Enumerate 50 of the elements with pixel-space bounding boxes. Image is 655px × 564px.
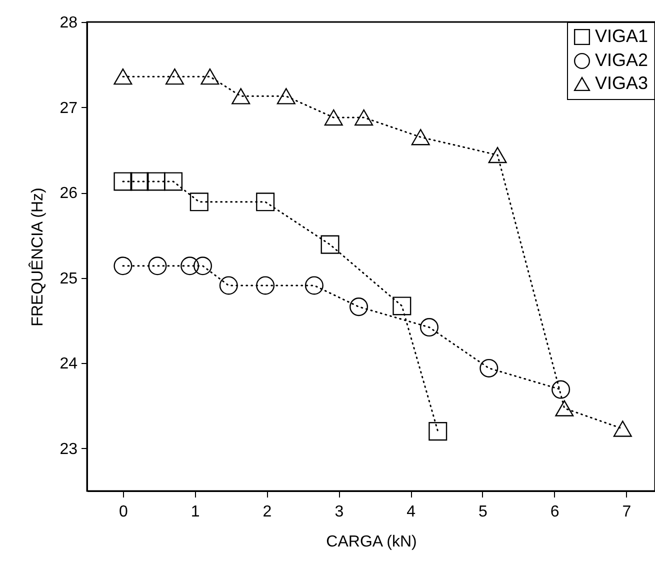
- y-tick-label: 28: [60, 14, 78, 32]
- point: [164, 172, 183, 191]
- point: [428, 422, 448, 441]
- x-tick-label: 6: [550, 504, 560, 520]
- point: [232, 88, 250, 104]
- y-tick-label: 23: [60, 440, 78, 458]
- point: [190, 192, 208, 212]
- x-axis-title: CARGA (kN): [326, 534, 417, 550]
- point: [148, 256, 167, 276]
- x-tick-label: 7: [622, 504, 632, 520]
- x-tick-label: 3: [334, 504, 344, 520]
- point: [488, 146, 507, 164]
- legend-label: VIGA2: [595, 50, 648, 70]
- y-tick-label: 24: [60, 356, 78, 373]
- point: [200, 68, 220, 85]
- point: [193, 256, 212, 276]
- point: [480, 358, 498, 378]
- point: [256, 276, 275, 295]
- point: [165, 68, 184, 85]
- y-tick-label: 26: [60, 185, 78, 202]
- point: [392, 296, 412, 316]
- point: [552, 380, 570, 399]
- point: [276, 88, 296, 104]
- point: [411, 129, 430, 146]
- x-tick-label: 0: [118, 504, 128, 520]
- point: [146, 172, 166, 191]
- y-tick-label: 25: [60, 270, 78, 288]
- y-tick-label: 27: [60, 100, 78, 117]
- x-tick-label: 4: [406, 504, 416, 520]
- point: [114, 256, 132, 276]
- point: [324, 109, 343, 126]
- point: [350, 298, 368, 316]
- point: [320, 235, 340, 254]
- point: [219, 276, 238, 295]
- point: [555, 400, 574, 416]
- x-tick-label: 2: [262, 504, 272, 520]
- point: [130, 172, 149, 191]
- legend-label: VIGA1: [595, 26, 648, 46]
- x-tick-label: 5: [478, 504, 488, 520]
- point: [256, 192, 275, 212]
- x-tick-label: 1: [190, 504, 200, 520]
- point: [613, 420, 632, 437]
- legend-label: VIGA3: [595, 73, 648, 93]
- point: [114, 172, 132, 191]
- point: [420, 318, 438, 337]
- point: [354, 109, 374, 126]
- point: [114, 68, 132, 85]
- point: [304, 276, 324, 295]
- y-axis-title: FREQUÊNCIA (Hz): [28, 188, 47, 326]
- point: [180, 256, 200, 276]
